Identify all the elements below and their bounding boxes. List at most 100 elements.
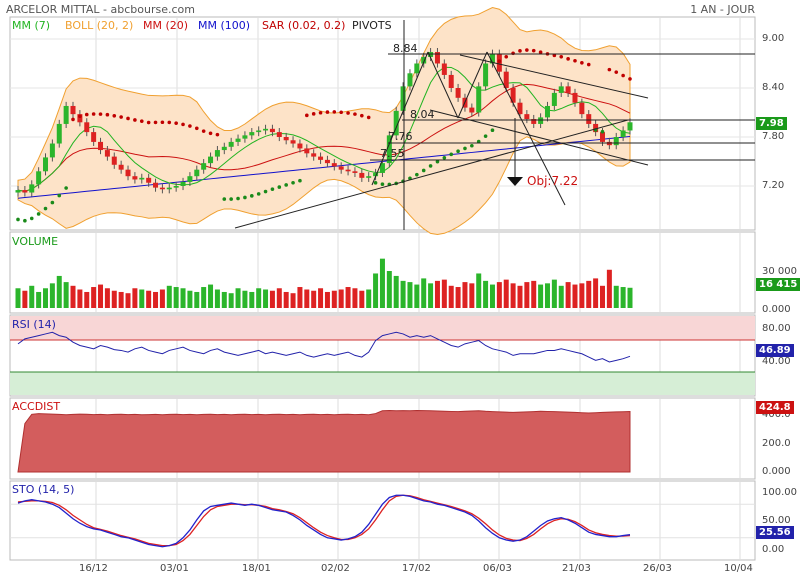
volume-bar — [620, 287, 626, 308]
candle-body — [91, 132, 97, 142]
volume-bar — [579, 283, 585, 308]
candle-body — [187, 176, 193, 182]
candle-body — [235, 138, 241, 142]
chart-title: ARCELOR MITTAL - abcbourse.com — [6, 3, 195, 16]
volume-bar — [544, 283, 550, 308]
volume-bar — [56, 275, 62, 308]
candle-body — [256, 130, 262, 133]
candle-body — [510, 88, 516, 103]
volume-bar — [228, 293, 234, 308]
volume-bar — [455, 287, 461, 308]
rsi-overbought-zone — [10, 316, 755, 340]
mm7-line — [17, 66, 631, 192]
x-label-0301: 03/01 — [160, 563, 189, 574]
candle-body — [373, 172, 379, 177]
candle-body — [249, 132, 255, 136]
candle-body — [476, 86, 482, 113]
candle-body — [283, 137, 289, 141]
trend-line-1 — [371, 51, 429, 186]
sar-dot — [531, 48, 536, 53]
period-label: 1 AN - JOUR — [690, 3, 755, 16]
sto-d-line — [17, 494, 631, 547]
sar-dot — [366, 115, 371, 120]
sar-dot — [277, 185, 282, 189]
candle-body — [56, 123, 62, 144]
candle-body — [338, 166, 344, 170]
sar-dot — [243, 195, 247, 200]
sar-dot — [428, 164, 433, 168]
sar-dot — [470, 143, 474, 148]
volume-bar — [166, 285, 172, 308]
sar-dot — [538, 50, 543, 55]
candle-body — [118, 164, 124, 170]
candle-body — [613, 137, 619, 146]
sar-dot — [119, 115, 123, 119]
sar-dot — [71, 117, 75, 122]
sar-dot — [490, 128, 495, 133]
sar-dot — [628, 77, 632, 81]
sar-dot — [249, 194, 254, 198]
sar-dot — [325, 110, 330, 114]
x-label-1612: 16/12 — [79, 563, 108, 574]
sar-dot — [139, 119, 144, 123]
trend-line-2 — [427, 51, 459, 119]
sar-dot — [208, 131, 213, 136]
sar-dot — [559, 55, 564, 59]
volume-bar — [194, 291, 200, 308]
candle-body — [414, 63, 420, 74]
candle-body — [469, 107, 475, 113]
volume-bar — [104, 288, 110, 308]
sar-dot — [449, 152, 454, 157]
sar-dot — [586, 62, 591, 67]
sar-dot — [421, 168, 426, 173]
sar-dot — [181, 122, 185, 127]
volume-bar — [352, 288, 358, 308]
volume-bar — [290, 293, 296, 308]
candle-body — [544, 105, 550, 118]
candle-body — [104, 150, 110, 157]
accdist-panel-label: ACCDIST — [12, 400, 61, 413]
sar-dot — [339, 110, 343, 115]
legend-boll: BOLL (20, 2) — [65, 19, 134, 32]
sar-dot — [57, 193, 62, 198]
volume-bar — [345, 287, 351, 308]
sar-dot — [222, 197, 227, 201]
volume-bar — [510, 283, 516, 308]
sar-dot — [270, 187, 275, 191]
candle-body — [173, 186, 179, 188]
sar-dot — [305, 113, 309, 118]
candle-body — [620, 130, 626, 137]
x-label-2603: 26/03 — [643, 563, 672, 574]
sar-dot — [78, 114, 82, 119]
volume-bar — [235, 288, 241, 308]
candle-body — [290, 140, 296, 144]
mm100-line — [17, 135, 631, 199]
volume-tick-30000: 30 000 — [762, 266, 797, 277]
sar-dot — [263, 189, 268, 194]
candle-body — [359, 172, 365, 178]
sar-dot — [160, 120, 165, 125]
candle-body — [400, 86, 406, 111]
candle-body — [201, 163, 207, 170]
candle-body — [269, 128, 275, 133]
volume-bar — [524, 282, 530, 308]
candle-body — [276, 132, 282, 137]
sar-dot — [256, 192, 261, 196]
candle-body — [448, 74, 454, 88]
sar-dot — [133, 118, 137, 122]
candle-body — [579, 102, 585, 115]
volume-bar — [70, 285, 76, 308]
sar-dot — [126, 116, 130, 121]
candle-body — [63, 105, 69, 124]
volume-bar — [43, 288, 49, 308]
trend-line-5 — [459, 54, 649, 99]
candle-body — [221, 146, 227, 151]
candle-body — [379, 163, 385, 173]
candle-body — [153, 182, 159, 188]
sto-tick-50: 50.00 — [762, 515, 791, 526]
volume-bar — [373, 273, 379, 308]
sar-dot — [456, 149, 460, 154]
volume-bar — [400, 280, 406, 308]
candle-body — [606, 141, 612, 146]
sar-dot — [332, 110, 337, 114]
